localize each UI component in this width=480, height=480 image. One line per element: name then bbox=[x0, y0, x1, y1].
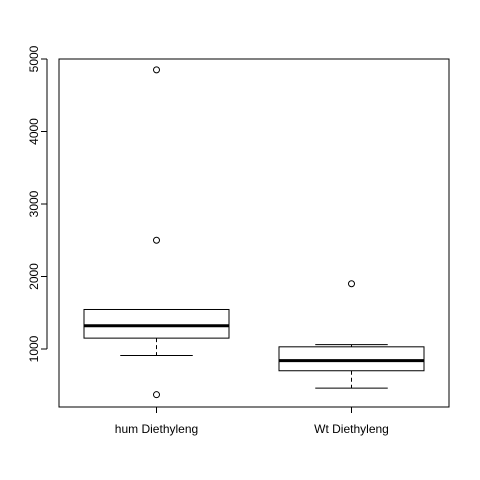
y-tick-label: 4000 bbox=[27, 118, 41, 145]
box-group bbox=[83, 66, 230, 399]
x-tick-label: hum Diethyleng bbox=[115, 422, 198, 436]
y-tick-label: 3000 bbox=[27, 190, 41, 217]
y-tick-label: 5000 bbox=[27, 45, 41, 72]
iqr-box bbox=[83, 308, 230, 339]
iqr-box bbox=[278, 346, 425, 372]
boxes-layer bbox=[83, 66, 425, 399]
outlier-point bbox=[153, 236, 160, 244]
plot-frame bbox=[58, 58, 450, 408]
outlier-point bbox=[153, 66, 160, 74]
y-axis: 1000 2000 3000 4000 5000 bbox=[27, 45, 48, 362]
box-group bbox=[278, 280, 425, 389]
y-tick-label: 1000 bbox=[27, 335, 41, 362]
y-tick-label: 2000 bbox=[27, 263, 41, 290]
outlier-point bbox=[348, 280, 355, 288]
outlier-point bbox=[153, 391, 160, 399]
x-tick-label: Wt Diethyleng bbox=[314, 422, 389, 436]
x-axis-labels: hum Diethyleng Wt Diethyleng bbox=[115, 407, 389, 436]
